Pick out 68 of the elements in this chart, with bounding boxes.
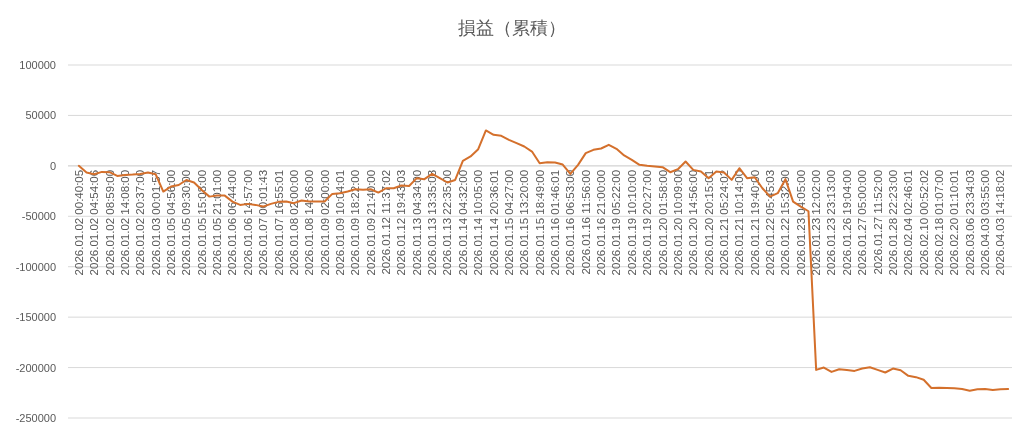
- y-tick-label: -50000: [21, 210, 56, 223]
- x-tick-label: 2026.01.13 04:34:00: [410, 169, 423, 276]
- x-tick-label: 2026.01.08 14:36:00: [303, 169, 316, 276]
- x-tick-label: 2026.01.20 14:56:00: [687, 169, 700, 276]
- y-tick-label: 0: [49, 159, 56, 172]
- x-tick-label: 2026.01.15 13:20:00: [518, 169, 531, 276]
- x-tick-label: 2026.01.26 19:04:00: [840, 169, 853, 276]
- x-tick-label: 2026.03.06 23:34:03: [963, 169, 976, 276]
- x-tick-label: 2026.01.20 10:09:00: [671, 169, 684, 276]
- x-tick-label: 2026.02.20 01:10:01: [948, 169, 961, 276]
- y-tick-label: 50000: [25, 109, 56, 122]
- x-tick-label: 2026.01.19 05:22:00: [610, 169, 623, 276]
- y-tick-label: -200000: [15, 361, 56, 374]
- x-tick-label: 2026.01.05 21:01:00: [211, 169, 224, 276]
- y-tick-label: 100000: [19, 59, 56, 71]
- x-tick-label: 2026.01.08 02:00:00: [287, 169, 300, 276]
- x-tick-label: 2026.01.07 16:55:01: [272, 169, 285, 276]
- x-tick-label: 2026.01.28 22:23:00: [886, 169, 899, 276]
- y-tick-label: -250000: [15, 412, 56, 424]
- x-tick-label: 2026.01.22 05:45:03: [764, 169, 777, 276]
- x-tick-label: 2026.04.03 03:55:00: [979, 169, 992, 276]
- x-tick-label: 2026.04.03 14:18:02: [994, 169, 1007, 276]
- x-tick-label: 2026.01.14 04:32:00: [456, 169, 469, 276]
- y-tick-label: -100000: [15, 260, 56, 273]
- chart-title: 損益（累積）: [458, 18, 566, 38]
- x-tick-label: 2026.01.19 10:10:00: [625, 169, 638, 276]
- x-tick-label: 2026.01.13 22:35:00: [441, 169, 454, 276]
- x-tick-label: 2026.01.05 09:30:00: [180, 169, 193, 276]
- y-tick-label: -150000: [15, 311, 56, 324]
- x-tick-label: 2026.01.09 21:40:00: [364, 169, 377, 276]
- x-tick-label: 2026.01.23 12:02:00: [810, 169, 823, 276]
- x-tick-label: 2026.01.27 11:52:00: [871, 169, 884, 275]
- x-tick-label: 2026.01.16 21:00:00: [595, 169, 608, 276]
- x-tick-label: 2026.01.09 18:22:00: [349, 169, 362, 276]
- x-tick-label: 2026.01.12 19:43:03: [395, 169, 408, 276]
- x-tick-label: 2026.01.23 04:05:00: [794, 169, 807, 276]
- x-tick-label: 2026.01.15 18:49:00: [533, 169, 546, 276]
- x-tick-label: 2026.01.16 01:46:01: [549, 169, 562, 276]
- x-tick-label: 2026.02.04 02:46:01: [902, 169, 915, 276]
- x-tick-label: 2026.01.05 04:56:00: [165, 169, 177, 276]
- x-tick-label: 2026.01.02 08:59:00: [103, 169, 116, 276]
- x-tick-label: 2026.01.16 06:53:00: [564, 169, 577, 276]
- x-tick-label: 2026.01.02 14:08:00: [118, 169, 131, 276]
- x-tick-label: 2026.01.02 04:54:06: [88, 169, 101, 276]
- x-tick-label: 2026.01.16 11:56:00: [579, 169, 592, 275]
- x-tick-label: 2026.01.27 05:00:00: [856, 169, 869, 276]
- x-tick-label: 2026.01.14 10:05:00: [472, 169, 485, 276]
- x-tick-label: 2026.02.18 01:07:00: [933, 169, 946, 276]
- x-tick-label: 2026.01.02 20:37:00: [134, 169, 147, 276]
- x-tick-label: 2026.02.10 00:52:02: [917, 169, 930, 276]
- x-tick-label: 2026.01.03 00:01:57: [149, 169, 162, 276]
- x-tick-label: 2026.01.02 00:40:05: [72, 169, 85, 276]
- x-tick-label: 2026.01.12 11:37:02: [380, 169, 393, 275]
- x-tick-label: 2026.01.07 00:01:43: [257, 169, 270, 276]
- x-tick-label: 2026.01.15 04:27:00: [502, 169, 515, 276]
- x-tick-label: 2026.01.21 19:40:00: [748, 169, 761, 276]
- x-tick-label: 2026.01.23 23:13:00: [825, 169, 838, 276]
- x-tick-label: 2026.01.09 02:00:00: [318, 169, 331, 276]
- line-series: [77, 129, 1010, 392]
- x-tick-label: 2026.01.20 01:58:00: [656, 169, 669, 276]
- x-tick-label: 2026.01.14 20:36:01: [487, 169, 500, 276]
- x-tick-label: 2026.01.13 13:35:03: [426, 169, 439, 276]
- x-tick-label: 2026.01.20 20:15:01: [702, 169, 715, 276]
- x-tick-label: 2026.01.06 06:44:00: [226, 169, 239, 276]
- x-tick-label: 2026.01.09 10:04:01: [333, 169, 346, 276]
- x-tick-label: 2026.01.19 20:27:00: [641, 169, 654, 276]
- x-tick-label: 2026.01.06 14:57:00: [241, 169, 254, 276]
- x-tick-label: 2026.01.05 15:08:00: [195, 169, 208, 276]
